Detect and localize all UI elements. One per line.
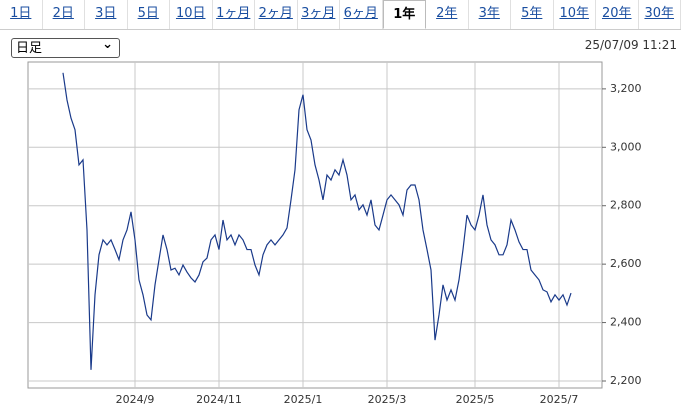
period-tab[interactable]: 3日 [85,0,128,29]
period-tabs: 1日 2日 3日 5日 10日 1ヶ月 2ヶ月 3ヶ月 6ヶ月 1年 2年 3年 5年 10年 20年 30年 [0,0,681,30]
period-tab[interactable]: 10日 [170,0,213,29]
period-tab[interactable]: 3ヶ月 [298,0,340,29]
period-tab[interactable]: 2年 [426,0,469,29]
x-tick-label: 2024/9 [116,393,155,406]
period-select[interactable]: 日足 [11,35,120,58]
x-tick-label: 2025/3 [368,393,407,406]
price-line [62,72,572,370]
period-tab[interactable]: 5年 [511,0,554,29]
y-tick-label: 2,200 [610,374,642,387]
x-tick-label: 2025/7 [540,393,579,406]
period-tab[interactable]: 6ヶ月 [340,0,383,29]
period-tab[interactable]: 1ヶ月 [213,0,255,29]
y-tick-label: 3,000 [610,140,642,153]
y-tick-label: 2,600 [610,257,642,270]
period-tab[interactable]: 2日 [43,0,85,29]
y-tick-label: 2,400 [610,316,642,329]
x-tick-label: 2025/5 [456,393,495,406]
plot-frame [27,61,603,389]
x-tick-label: 2024/11 [196,393,242,406]
y-tick-label: 3,200 [610,82,642,95]
x-tick-label: 2025/1 [284,393,323,406]
timestamp: 25/07/09 11:21 [584,38,677,52]
period-tab[interactable]: 3年 [469,0,511,29]
period-tab[interactable]: 10年 [554,0,596,29]
period-tab[interactable]: 1日 [0,0,43,29]
y-tick-label: 2,800 [610,199,642,212]
period-tab[interactable]: 5日 [128,0,170,29]
period-tab[interactable]: 20年 [596,0,639,29]
period-tab[interactable]: 1年 [382,0,426,29]
period-tab[interactable]: 2ヶ月 [255,0,298,29]
